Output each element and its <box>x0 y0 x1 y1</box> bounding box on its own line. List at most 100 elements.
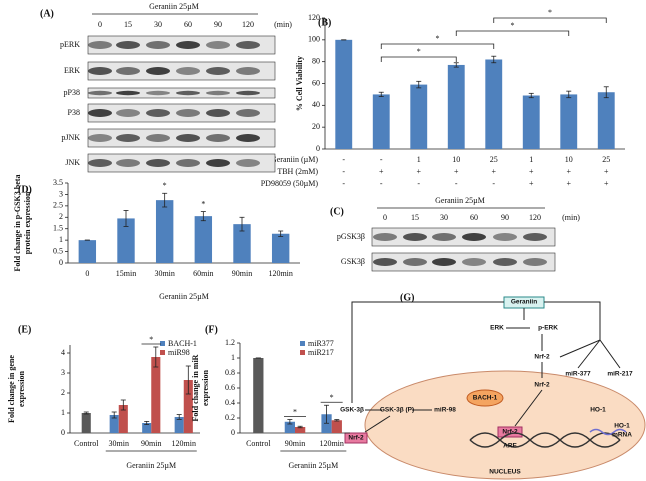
diagram-shapes <box>344 296 646 480</box>
blot-band <box>206 109 230 117</box>
blot-band <box>116 109 140 117</box>
bar <box>295 427 306 433</box>
diagram-node: NUCLEUS <box>489 469 521 476</box>
arrow <box>351 301 504 403</box>
blot-band <box>206 41 230 49</box>
significance: * <box>149 335 153 344</box>
condition-value: - <box>342 155 345 164</box>
condition-value: - <box>455 179 458 188</box>
blot-band <box>403 258 427 266</box>
blot-band <box>146 134 170 142</box>
y-tick-label: 20 <box>312 122 320 131</box>
blot-band <box>206 159 230 167</box>
x-axis-label: Geraniin 25µM <box>126 461 176 470</box>
blot-band <box>432 233 456 241</box>
y-tick-label: 0 <box>61 428 65 437</box>
lane-label: 90 <box>214 20 222 29</box>
blot-band <box>236 90 260 96</box>
diagram-node: mRNA <box>612 432 632 439</box>
significance: * <box>201 199 205 208</box>
legend-label: miR377 <box>308 339 334 348</box>
unit-label: (min) <box>562 213 580 222</box>
row-label: pERK <box>60 40 80 49</box>
bar <box>560 94 578 149</box>
lane-label: 120 <box>242 20 254 29</box>
bar <box>81 413 91 433</box>
arrow <box>577 339 601 369</box>
blot-band <box>236 134 260 142</box>
blot-band <box>176 109 200 117</box>
blot-band <box>176 134 200 142</box>
lane-label: 60 <box>184 20 192 29</box>
bar <box>117 218 135 263</box>
treatment-label: Geraniin 25µM <box>435 196 485 205</box>
panel-label: (D) <box>18 184 32 195</box>
condition-value: - <box>417 179 420 188</box>
blot-band <box>523 258 547 266</box>
bar <box>410 84 428 149</box>
condition-value: - <box>380 155 383 164</box>
condition-value: - <box>492 179 495 188</box>
blot-band <box>146 41 170 49</box>
x-axis-label: Geraniin 25µM <box>288 461 338 470</box>
blot-band <box>236 67 260 75</box>
arrow <box>514 389 543 427</box>
y-axis-label: Fold change in p-GSK3 beta <box>13 175 22 272</box>
x-tick-label: 120min <box>268 269 292 278</box>
bar <box>597 92 615 149</box>
bar <box>447 64 465 149</box>
legend-swatch <box>160 350 165 355</box>
bar <box>335 39 353 150</box>
row-label: P38 <box>68 108 80 117</box>
row-label: pGSK3β <box>337 232 365 241</box>
blot-band <box>206 67 230 75</box>
blot-band <box>432 258 456 266</box>
y-tick-label: 0.8 <box>225 368 235 377</box>
condition-value: 25 <box>602 155 610 164</box>
diagram-node: Nrf-2 <box>534 382 550 389</box>
condition-value: - <box>380 179 383 188</box>
sig-bracket <box>380 56 457 62</box>
blot-band <box>523 233 547 241</box>
blot-band <box>403 233 427 241</box>
y-tick-label: 0.6 <box>225 383 235 392</box>
condition-value: 10 <box>452 155 460 164</box>
x-tick-label: 90min <box>141 439 161 448</box>
y-tick-label: 0.2 <box>225 413 235 422</box>
legend-swatch <box>300 350 305 355</box>
bar <box>183 380 193 433</box>
y-tick-label: 2 <box>61 388 65 397</box>
bar <box>174 417 184 433</box>
legend-swatch <box>300 341 305 346</box>
lane-label: 60 <box>470 213 478 222</box>
y-tick-label: 60 <box>312 78 320 87</box>
bar <box>253 358 264 433</box>
lane-label: 0 <box>383 213 387 222</box>
blot-band <box>462 233 486 241</box>
lane-label: 90 <box>501 213 509 222</box>
y-tick-label: 1 <box>231 353 235 362</box>
blot-band <box>236 159 260 167</box>
panel-label: (A) <box>40 8 54 19</box>
bar <box>233 224 251 263</box>
row-label: pJNK <box>61 133 80 142</box>
x-tick-label: Control <box>246 439 271 448</box>
treatment-label: Geraniin 25µM <box>149 2 199 11</box>
y-axis-label: expression <box>17 371 26 407</box>
bar <box>78 240 97 263</box>
condition-value: 1 <box>417 155 421 164</box>
blot-band <box>146 67 170 75</box>
blot-band <box>493 258 517 266</box>
condition-value: + <box>604 167 609 176</box>
condition-label: Geraniin (µM) <box>271 155 318 164</box>
condition-label: TBH (2mM) <box>277 167 318 176</box>
y-tick-label: 1.2 <box>225 338 235 347</box>
bar <box>109 415 119 433</box>
bar <box>142 423 152 433</box>
mrna-wave <box>589 428 627 436</box>
significance: * <box>417 47 421 56</box>
y-tick-label: 2.5 <box>53 201 63 210</box>
y-tick-label: 1 <box>59 235 63 244</box>
bar <box>151 357 161 433</box>
blot-band <box>88 159 112 167</box>
